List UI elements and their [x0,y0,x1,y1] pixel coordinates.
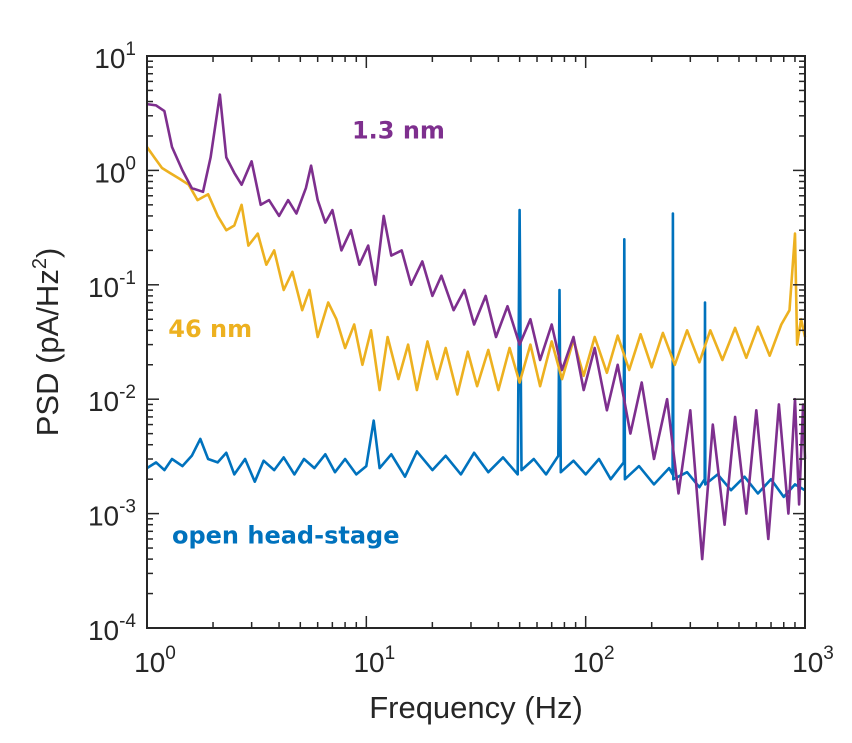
y-tick-label: 10-1 [88,268,136,303]
y-tick-label-exponent: 0 [125,153,136,174]
x-tick-label: 103 [792,643,834,678]
y-tick-label: 101 [94,39,136,74]
y-tick-label-exponent: -4 [119,611,136,632]
x-tick-label-base: 10 [792,647,823,678]
series-line-46-nm [145,146,807,396]
y-tick-label-exponent: -1 [119,268,136,289]
plot-frame [146,55,806,629]
x-tick-label-base: 10 [573,647,604,678]
y-axis-label-main: PSD (pA/Hz [30,269,65,436]
series-label-46-nm: 46 nm [168,315,252,343]
series-label-open-head-stage: open head-stage [172,521,400,549]
y-tick-label: 10-3 [88,497,136,532]
y-tick-label-base: 10 [88,501,119,532]
y-tick-label-base: 10 [88,386,119,417]
y-tick-label-exponent: -3 [119,497,136,518]
x-tick-label-exponent: 1 [385,643,396,664]
y-axis-label-close: ) [30,248,65,258]
plot-background [147,56,805,628]
y-tick-label: 100 [94,153,136,188]
x-tick-label-base: 10 [134,647,165,678]
x-tick-label-base: 10 [353,647,384,678]
x-tick-label-exponent: 3 [823,643,834,664]
y-axis-label-sup: 2 [29,258,51,269]
y-tick-label-exponent: -2 [119,382,136,403]
series-label-1-3-nm: 1.3 nm [352,117,445,145]
y-tick-label: 10-4 [88,611,136,646]
y-tick-label: 10-2 [88,382,136,417]
x-axis-label: Frequency (Hz) [369,690,583,725]
y-tick-label-base: 10 [94,157,125,188]
y-tick-label-base: 10 [88,615,119,646]
x-tick-label-exponent: 2 [604,643,615,664]
x-tick-label: 100 [134,643,176,678]
y-tick-label-base: 10 [94,43,125,74]
x-tick-label: 101 [353,643,395,678]
series-line-1-3-nm [146,93,807,561]
x-tick-label: 102 [573,643,615,678]
x-tick-label-exponent: 0 [165,643,176,664]
series-layer [145,93,807,561]
y-axis-label: PSD (pA/Hz2) [29,248,65,437]
series-labels: 1.3 nm 46 nm open head-stage [168,117,445,550]
y-tick-label-exponent: 1 [125,39,136,60]
y-tick-label-base: 10 [88,272,119,303]
